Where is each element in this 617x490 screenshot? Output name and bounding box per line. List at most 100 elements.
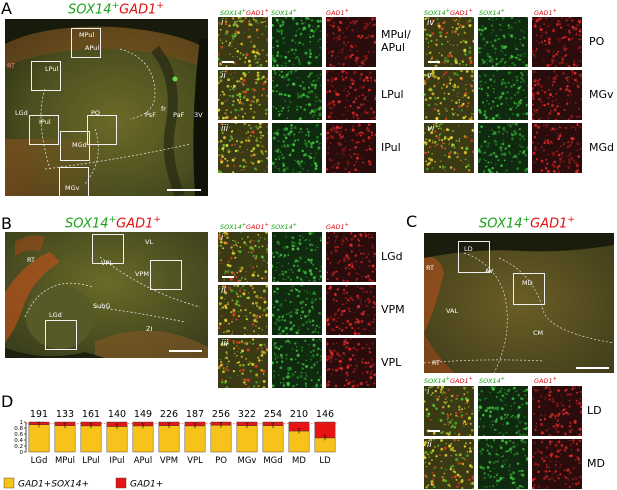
- inset-roman-numeral: i: [221, 233, 224, 243]
- bar-segment-gad1-sox14: [236, 425, 258, 453]
- legend-swatch-gad1: [115, 477, 127, 489]
- panel-letter-c: C: [406, 212, 418, 231]
- inset-row-label: PO: [589, 35, 605, 48]
- bar-segment-gad1-sox14: [80, 425, 102, 453]
- x-tick-label: MGv: [238, 456, 257, 466]
- bar-segment-gad1-sox14: [288, 430, 310, 453]
- y-tick-label: 0: [20, 450, 24, 456]
- bar-count-label: 254: [264, 409, 282, 420]
- inset-row-label: MD: [587, 457, 605, 470]
- scale-bar: [222, 276, 234, 278]
- x-tick-label: MD: [292, 456, 306, 466]
- bar-segment-gad1-sox14: [158, 425, 180, 453]
- inset-tile-merge: ii: [218, 70, 268, 120]
- inset-roman-numeral: vi: [427, 124, 435, 134]
- inset-roman-numeral: iv: [427, 18, 435, 28]
- inset-tile-gad: [532, 439, 582, 489]
- inset-roman-numeral: ii: [221, 71, 226, 81]
- inset-tile-gad: [326, 232, 376, 282]
- y-tick-label: 0.4: [14, 438, 23, 444]
- inset-box-ipul: [29, 115, 59, 145]
- region-label-lgd: LGd: [15, 109, 28, 117]
- inset-roman-numeral: i: [427, 387, 430, 397]
- bar-segment-gad1-sox14: [28, 424, 50, 453]
- panel-letter-d: D: [1, 392, 14, 411]
- region-label-mpul: MPul: [79, 31, 95, 39]
- inset-roman-numeral: iii: [221, 339, 229, 349]
- region-label-zi: ZI: [146, 325, 153, 333]
- bar-count-label: 140: [108, 409, 126, 420]
- inset-tile-merge: iii: [218, 338, 268, 388]
- inset-tile-gad: [326, 123, 376, 173]
- bar-count-label: 191: [30, 409, 48, 420]
- inset-tile-merge: i: [424, 386, 474, 436]
- region-label-md: MD: [522, 279, 533, 287]
- region-label-subg: SubG: [93, 302, 111, 310]
- panel-a-title-sox14: SOX14: [68, 2, 112, 18]
- inset-row-label: IPul: [381, 141, 401, 154]
- inset-tile-merge: ii: [218, 285, 268, 335]
- bar-segment-gad1-sox14: [184, 425, 206, 453]
- legend-label-gad1-sox14: GAD1+SOX14+: [18, 480, 89, 490]
- inset-tile-sox: [478, 17, 528, 67]
- inset-row-label: LD: [587, 404, 602, 417]
- inset-box-mgv: [59, 167, 89, 196]
- inset-tile-merge: i: [218, 232, 268, 282]
- inset-tile-gad: [532, 123, 582, 173]
- inset-tile-gad: [326, 285, 376, 335]
- bar-count-label: 256: [212, 409, 230, 420]
- inset-tile-gad: [326, 338, 376, 388]
- inset-tile-gad: [532, 70, 582, 120]
- bar-count-label: 133: [56, 409, 74, 420]
- inset-tile-sox: [272, 232, 322, 282]
- bar-count-label: 226: [160, 409, 178, 420]
- inset-roman-numeral: ii: [427, 440, 432, 450]
- bar-segment-gad1-sox14: [54, 425, 76, 453]
- bar-count-label: 146: [316, 409, 334, 420]
- y-tick-label: 1: [20, 420, 24, 426]
- region-label-ipul: IPul: [39, 118, 51, 126]
- inset-col-title-sox: SOX14+: [271, 8, 297, 18]
- inset-col-title-sox: SOX14+: [479, 8, 505, 18]
- bar-segment-gad1-sox14: [106, 426, 128, 453]
- inset-roman-numeral: ii: [221, 286, 226, 296]
- inset-tile-merge: iv: [424, 17, 474, 67]
- inset-tile-sox: [272, 123, 322, 173]
- region-label-rt: RT: [7, 62, 16, 70]
- scale-bar: [169, 350, 202, 352]
- inset-col-title-gad: GAD1+: [326, 222, 349, 232]
- inset-tile-sox: [272, 17, 322, 67]
- inset-box-po: [87, 115, 117, 145]
- inset-row-label: MGd: [589, 141, 614, 154]
- inset-col-title-merge: SOX14+GAD1+: [220, 222, 269, 232]
- region-label-lpul: LPul: [45, 65, 59, 73]
- inset-row-label: VPL: [381, 356, 402, 369]
- inset-tile-gad: [326, 70, 376, 120]
- inset-row-label: MPul/APul: [381, 28, 411, 54]
- inset-roman-numeral: iii: [221, 124, 229, 134]
- region-label-fr: fr: [161, 105, 166, 113]
- region-label-apul: APul: [85, 44, 100, 52]
- legend-label-gad1: GAD1+: [130, 480, 163, 490]
- inset-roman-numeral: i: [221, 18, 224, 28]
- inset-box-mpul: [71, 28, 101, 58]
- inset-col-title-merge: SOX14+GAD1+: [220, 8, 269, 18]
- inset-tile-gad: [532, 17, 582, 67]
- inset-box-mgd: [60, 131, 90, 161]
- bar-count-label: 322: [238, 409, 256, 420]
- region-label-mgv: MGv: [65, 184, 80, 192]
- panel-a-micrograph: RT MPul APul LPul LGd IPul PO MGd MGv Ps…: [5, 19, 208, 196]
- inset-col-title-gad: GAD1+: [534, 8, 557, 18]
- x-tick-label: PO: [215, 456, 227, 466]
- x-tick-label: APul: [134, 456, 153, 466]
- inset-box-vpm: [150, 260, 182, 290]
- scale-bar: [428, 61, 440, 63]
- x-tick-label: LPul: [82, 456, 99, 466]
- x-tick-label: VPL: [187, 456, 203, 466]
- inset-tile-merge: v: [424, 70, 474, 120]
- x-tick-label: LGd: [31, 456, 48, 466]
- scale-bar: [428, 430, 440, 432]
- inset-box-lpul: [31, 61, 61, 91]
- inset-tile-sox: [478, 386, 528, 436]
- inset-row-label: VPM: [381, 303, 405, 316]
